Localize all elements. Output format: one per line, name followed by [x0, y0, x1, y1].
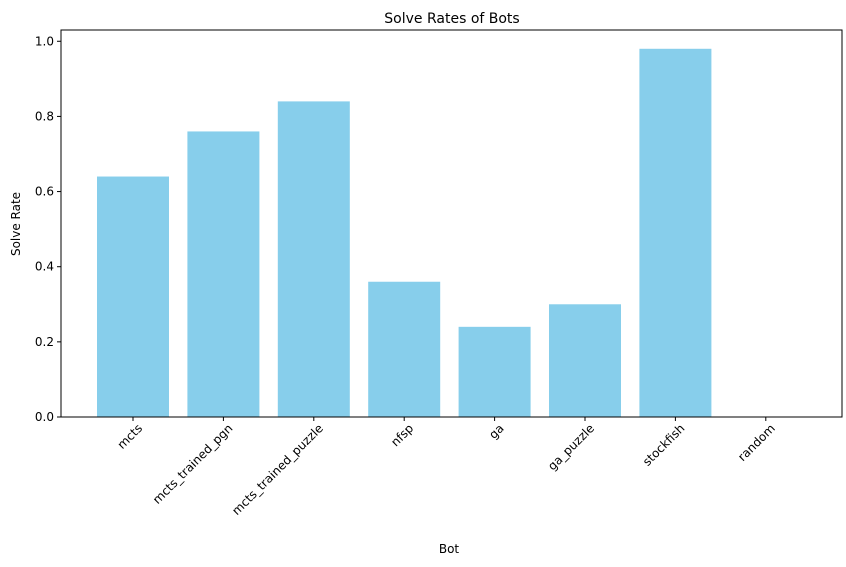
bar-mcts_trained_puzzle [277, 101, 350, 417]
x-tick-label: mcts_trained_pgn [150, 421, 236, 507]
bar-mcts [97, 176, 169, 417]
chart-title: Solve Rates of Bots [384, 11, 519, 27]
bar-stockfish [639, 48, 712, 417]
x-tick-label: ga_puzzle [545, 421, 597, 473]
y-tick-label: 0.2 [35, 335, 54, 349]
y-axis-title: Solve Rate [9, 192, 23, 256]
x-tick-label: stockfish [640, 421, 688, 469]
x-tick-label: ga [486, 421, 506, 441]
x-tick-label: random [735, 421, 778, 464]
bar-mcts_trained_pgn [187, 131, 260, 418]
y-tick-label: 1.0 [35, 34, 54, 48]
y-tick-label: 0.8 [35, 109, 54, 123]
y-tick-label: 0.4 [35, 260, 54, 274]
plot-frame [60, 29, 843, 418]
y-tick-label: 0.0 [35, 410, 54, 424]
x-axis-title: Bot [439, 542, 460, 556]
bars-group [97, 48, 712, 418]
x-tick-label: mcts [115, 421, 146, 452]
x-tick-label: mcts_trained_puzzle [229, 421, 326, 518]
y-tick-label: 0.6 [35, 185, 54, 199]
bar-ga_puzzle [549, 304, 621, 417]
bar-ga [458, 326, 531, 417]
x-tick-label: nfsp [388, 421, 416, 449]
bar-nfsp [368, 281, 441, 417]
y-axis-ticks: 0.0 0.2 0.4 0.6 0.8 1.0 [35, 34, 61, 424]
